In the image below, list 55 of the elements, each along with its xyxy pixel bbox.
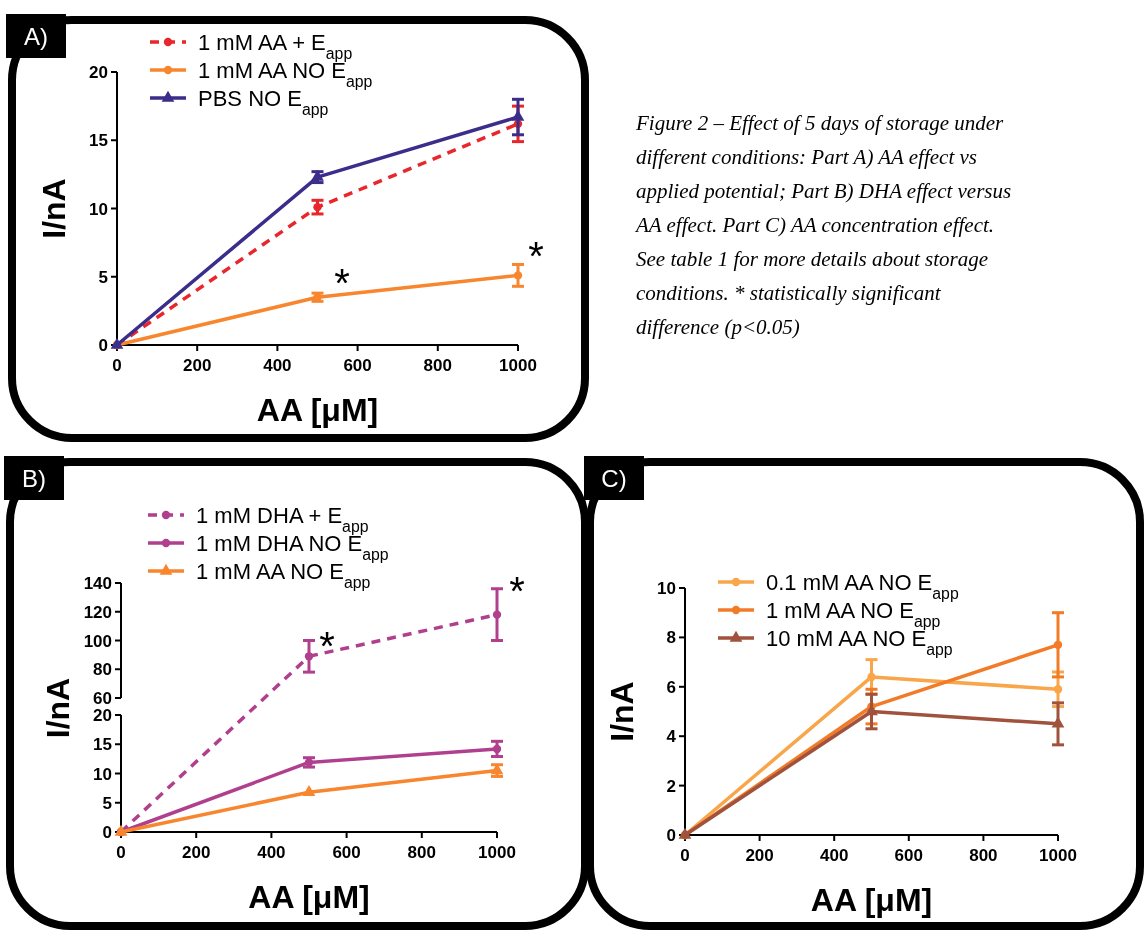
x-tick-label: 400 [257,843,286,862]
y-axis-title: I/nA [604,681,640,742]
annotation: * [334,261,350,305]
y-tick-label: 20 [89,63,108,82]
y-tick-label: 0 [102,823,112,842]
y-tick-label: 4 [666,727,677,747]
y-tick-label: 5 [98,267,108,287]
y-tick-label: 0 [666,826,676,845]
y-tick-label: 20 [93,706,112,725]
y-tick-label: 8 [666,628,676,648]
chart-title: B) [22,465,46,492]
y-tick-label: 15 [93,735,112,755]
chart-title: A) [24,23,48,50]
y-axis-title: I/nA [36,178,72,239]
legend-label: 1 mM AA NO E$_{app}$ [196,559,371,591]
x-tick-label: 200 [183,356,212,375]
y-tick-label: 80 [93,660,112,680]
x-tick-label: 400 [820,846,849,865]
x-tick-label: 200 [182,843,211,862]
x-tick-label: 400 [263,356,292,375]
y-tick-label: 10 [93,764,112,784]
x-tick-label: 1000 [1039,846,1077,865]
x-axis-title: AA [μM] [256,392,379,428]
y-tick-label: 0 [98,336,108,355]
x-tick-label: 600 [332,843,361,862]
y-tick-label: 10 [657,579,676,598]
legend-label: 0.1 mM AA NO E$_{app}$ [766,570,959,602]
y-tick-label: 10 [89,199,108,219]
y-tick-label: 6 [666,677,676,697]
x-tick-label: 200 [745,846,774,865]
x-tick-label: 1000 [499,356,537,375]
x-axis-title: AA [μM] [248,879,370,915]
x-tick-label: 1000 [478,843,516,862]
y-tick-label: 5 [102,793,112,813]
y-tick-label: 15 [89,131,108,151]
y-tick-label: 140 [83,574,112,593]
y-tick-label: 120 [83,602,112,622]
legend-label: PBS NO E$_{app}$ [198,86,329,118]
x-tick-label: 800 [423,356,452,375]
x-axis-title: AA [μM] [810,882,933,918]
x-tick-label: 800 [969,846,998,865]
y-tick-label: 2 [666,776,676,796]
chart-title: C) [601,465,627,492]
x-tick-label: 800 [407,843,436,862]
y-axis-title: I/nA [40,677,76,739]
caption: Figure 2 – Effect of 5 days of storage under different conditions: Part A) AA effect vs applied potential; Part B) DHA effect versus AA effect. Part C) AA concentration effect. See table 1 for more details about storage conditions. * statistically significant difference (p<0.05) [634,111,1012,339]
y-tick-label: 100 [83,631,112,651]
x-tick-label: 600 [343,356,372,375]
y-tick-label: 60 [93,689,112,708]
x-tick-label: 0 [116,843,126,862]
x-tick-label: 0 [680,846,690,865]
text: * [509,569,525,613]
x-tick-label: 600 [894,846,923,865]
annotation: * [319,624,335,668]
text: * [528,234,544,278]
